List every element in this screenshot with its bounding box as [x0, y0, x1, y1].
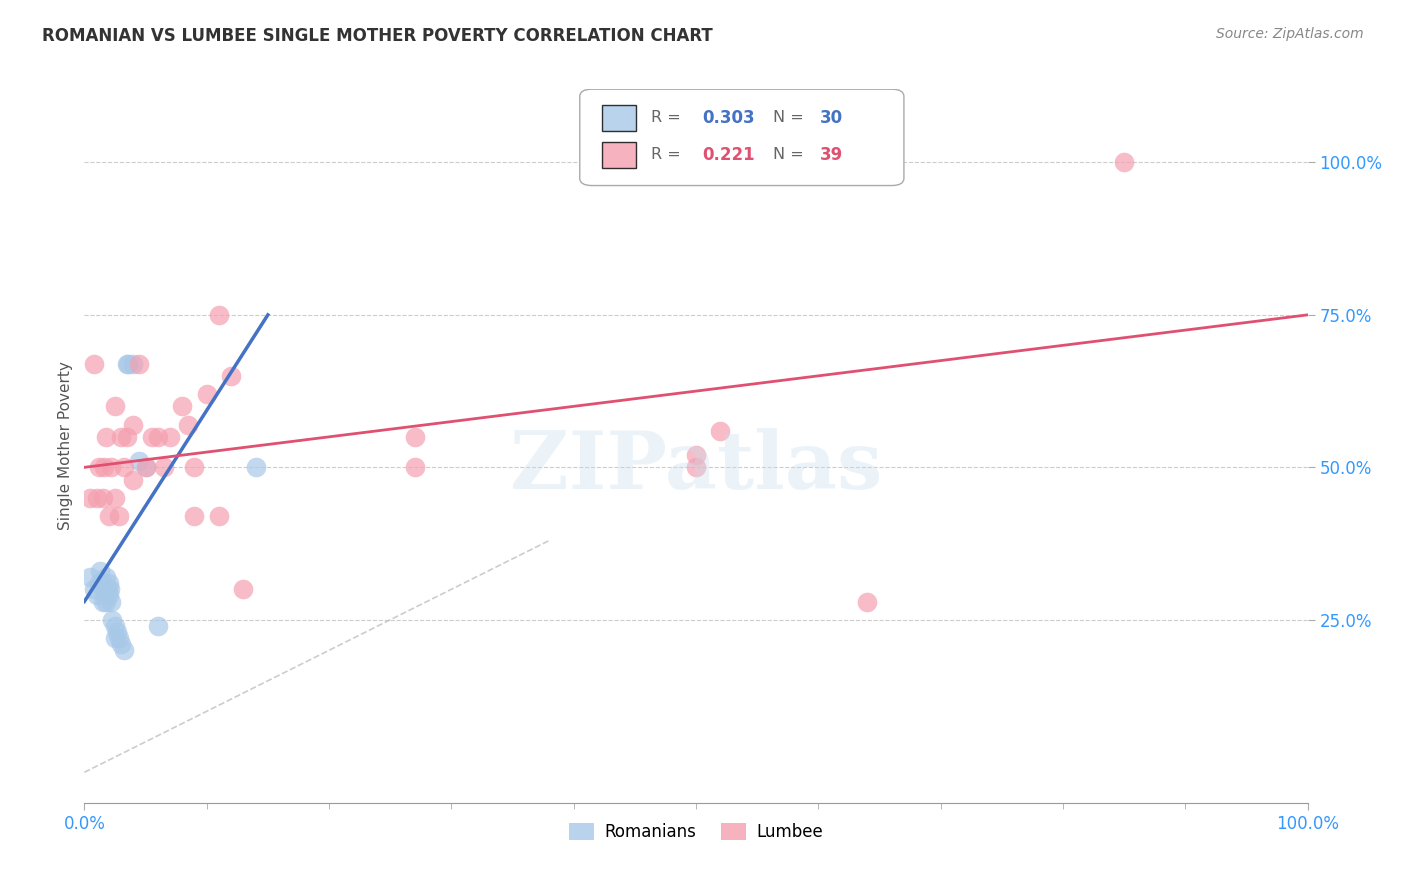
Point	[101, 613, 124, 627]
Point	[115, 357, 138, 371]
Text: R =: R =	[651, 111, 686, 125]
Point	[104, 631, 127, 645]
Point	[404, 460, 426, 475]
Point	[104, 619, 127, 633]
Point	[856, 594, 879, 608]
Point	[135, 460, 157, 475]
Point	[91, 576, 114, 591]
Point	[177, 417, 200, 432]
Point	[87, 460, 110, 475]
Point	[100, 460, 122, 475]
Point	[110, 637, 132, 651]
Point	[128, 454, 150, 468]
Point	[195, 387, 218, 401]
FancyBboxPatch shape	[602, 142, 636, 168]
Point	[97, 589, 120, 603]
Text: R =: R =	[651, 147, 686, 162]
Point	[153, 460, 176, 475]
Text: N =: N =	[773, 147, 808, 162]
Text: Source: ZipAtlas.com: Source: ZipAtlas.com	[1216, 27, 1364, 41]
Point	[232, 582, 254, 597]
Point	[100, 594, 122, 608]
Point	[97, 582, 120, 597]
Point	[146, 619, 169, 633]
Point	[685, 460, 707, 475]
Point	[87, 576, 110, 591]
Point	[83, 357, 105, 371]
Text: ZIPatlas: ZIPatlas	[510, 428, 882, 507]
Point	[159, 430, 181, 444]
Point	[96, 430, 118, 444]
Point	[89, 564, 111, 578]
Point	[83, 582, 105, 597]
Text: ROMANIAN VS LUMBEE SINGLE MOTHER POVERTY CORRELATION CHART: ROMANIAN VS LUMBEE SINGLE MOTHER POVERTY…	[42, 27, 713, 45]
Point	[105, 625, 128, 640]
Point	[97, 576, 120, 591]
Point	[141, 430, 163, 444]
Point	[110, 430, 132, 444]
Text: N =: N =	[773, 111, 808, 125]
Point	[122, 357, 145, 371]
FancyBboxPatch shape	[579, 89, 904, 186]
Point	[128, 357, 150, 371]
Point	[208, 308, 231, 322]
Point	[98, 582, 121, 597]
Point	[93, 460, 115, 475]
Point	[404, 430, 426, 444]
Point	[94, 589, 117, 603]
Point	[685, 448, 707, 462]
Legend: Romanians, Lumbee: Romanians, Lumbee	[562, 816, 830, 848]
Point	[96, 594, 118, 608]
Point	[86, 491, 108, 505]
Y-axis label: Single Mother Poverty: Single Mother Poverty	[58, 361, 73, 531]
Point	[79, 491, 101, 505]
Text: 0.303: 0.303	[702, 109, 755, 127]
Point	[135, 460, 157, 475]
Text: 30: 30	[820, 109, 842, 127]
Point	[104, 491, 127, 505]
Point	[117, 357, 139, 371]
Point	[1114, 155, 1136, 169]
Point	[208, 509, 231, 524]
Point	[219, 368, 242, 383]
Point	[183, 509, 205, 524]
Point	[122, 473, 145, 487]
Point	[91, 491, 114, 505]
Text: 39: 39	[820, 146, 842, 164]
Point	[79, 570, 101, 584]
Point	[91, 594, 114, 608]
Point	[122, 417, 145, 432]
Text: 0.221: 0.221	[702, 146, 755, 164]
FancyBboxPatch shape	[602, 105, 636, 130]
Point	[146, 430, 169, 444]
Point	[709, 424, 731, 438]
Point	[172, 400, 194, 414]
Point	[115, 430, 138, 444]
Point	[97, 509, 120, 524]
Point	[104, 400, 127, 414]
Point	[107, 509, 129, 524]
Point	[183, 460, 205, 475]
Point	[245, 460, 267, 475]
Point	[86, 589, 108, 603]
Point	[112, 643, 135, 657]
Point	[93, 582, 115, 597]
Point	[112, 460, 135, 475]
Point	[107, 631, 129, 645]
Point	[96, 570, 118, 584]
